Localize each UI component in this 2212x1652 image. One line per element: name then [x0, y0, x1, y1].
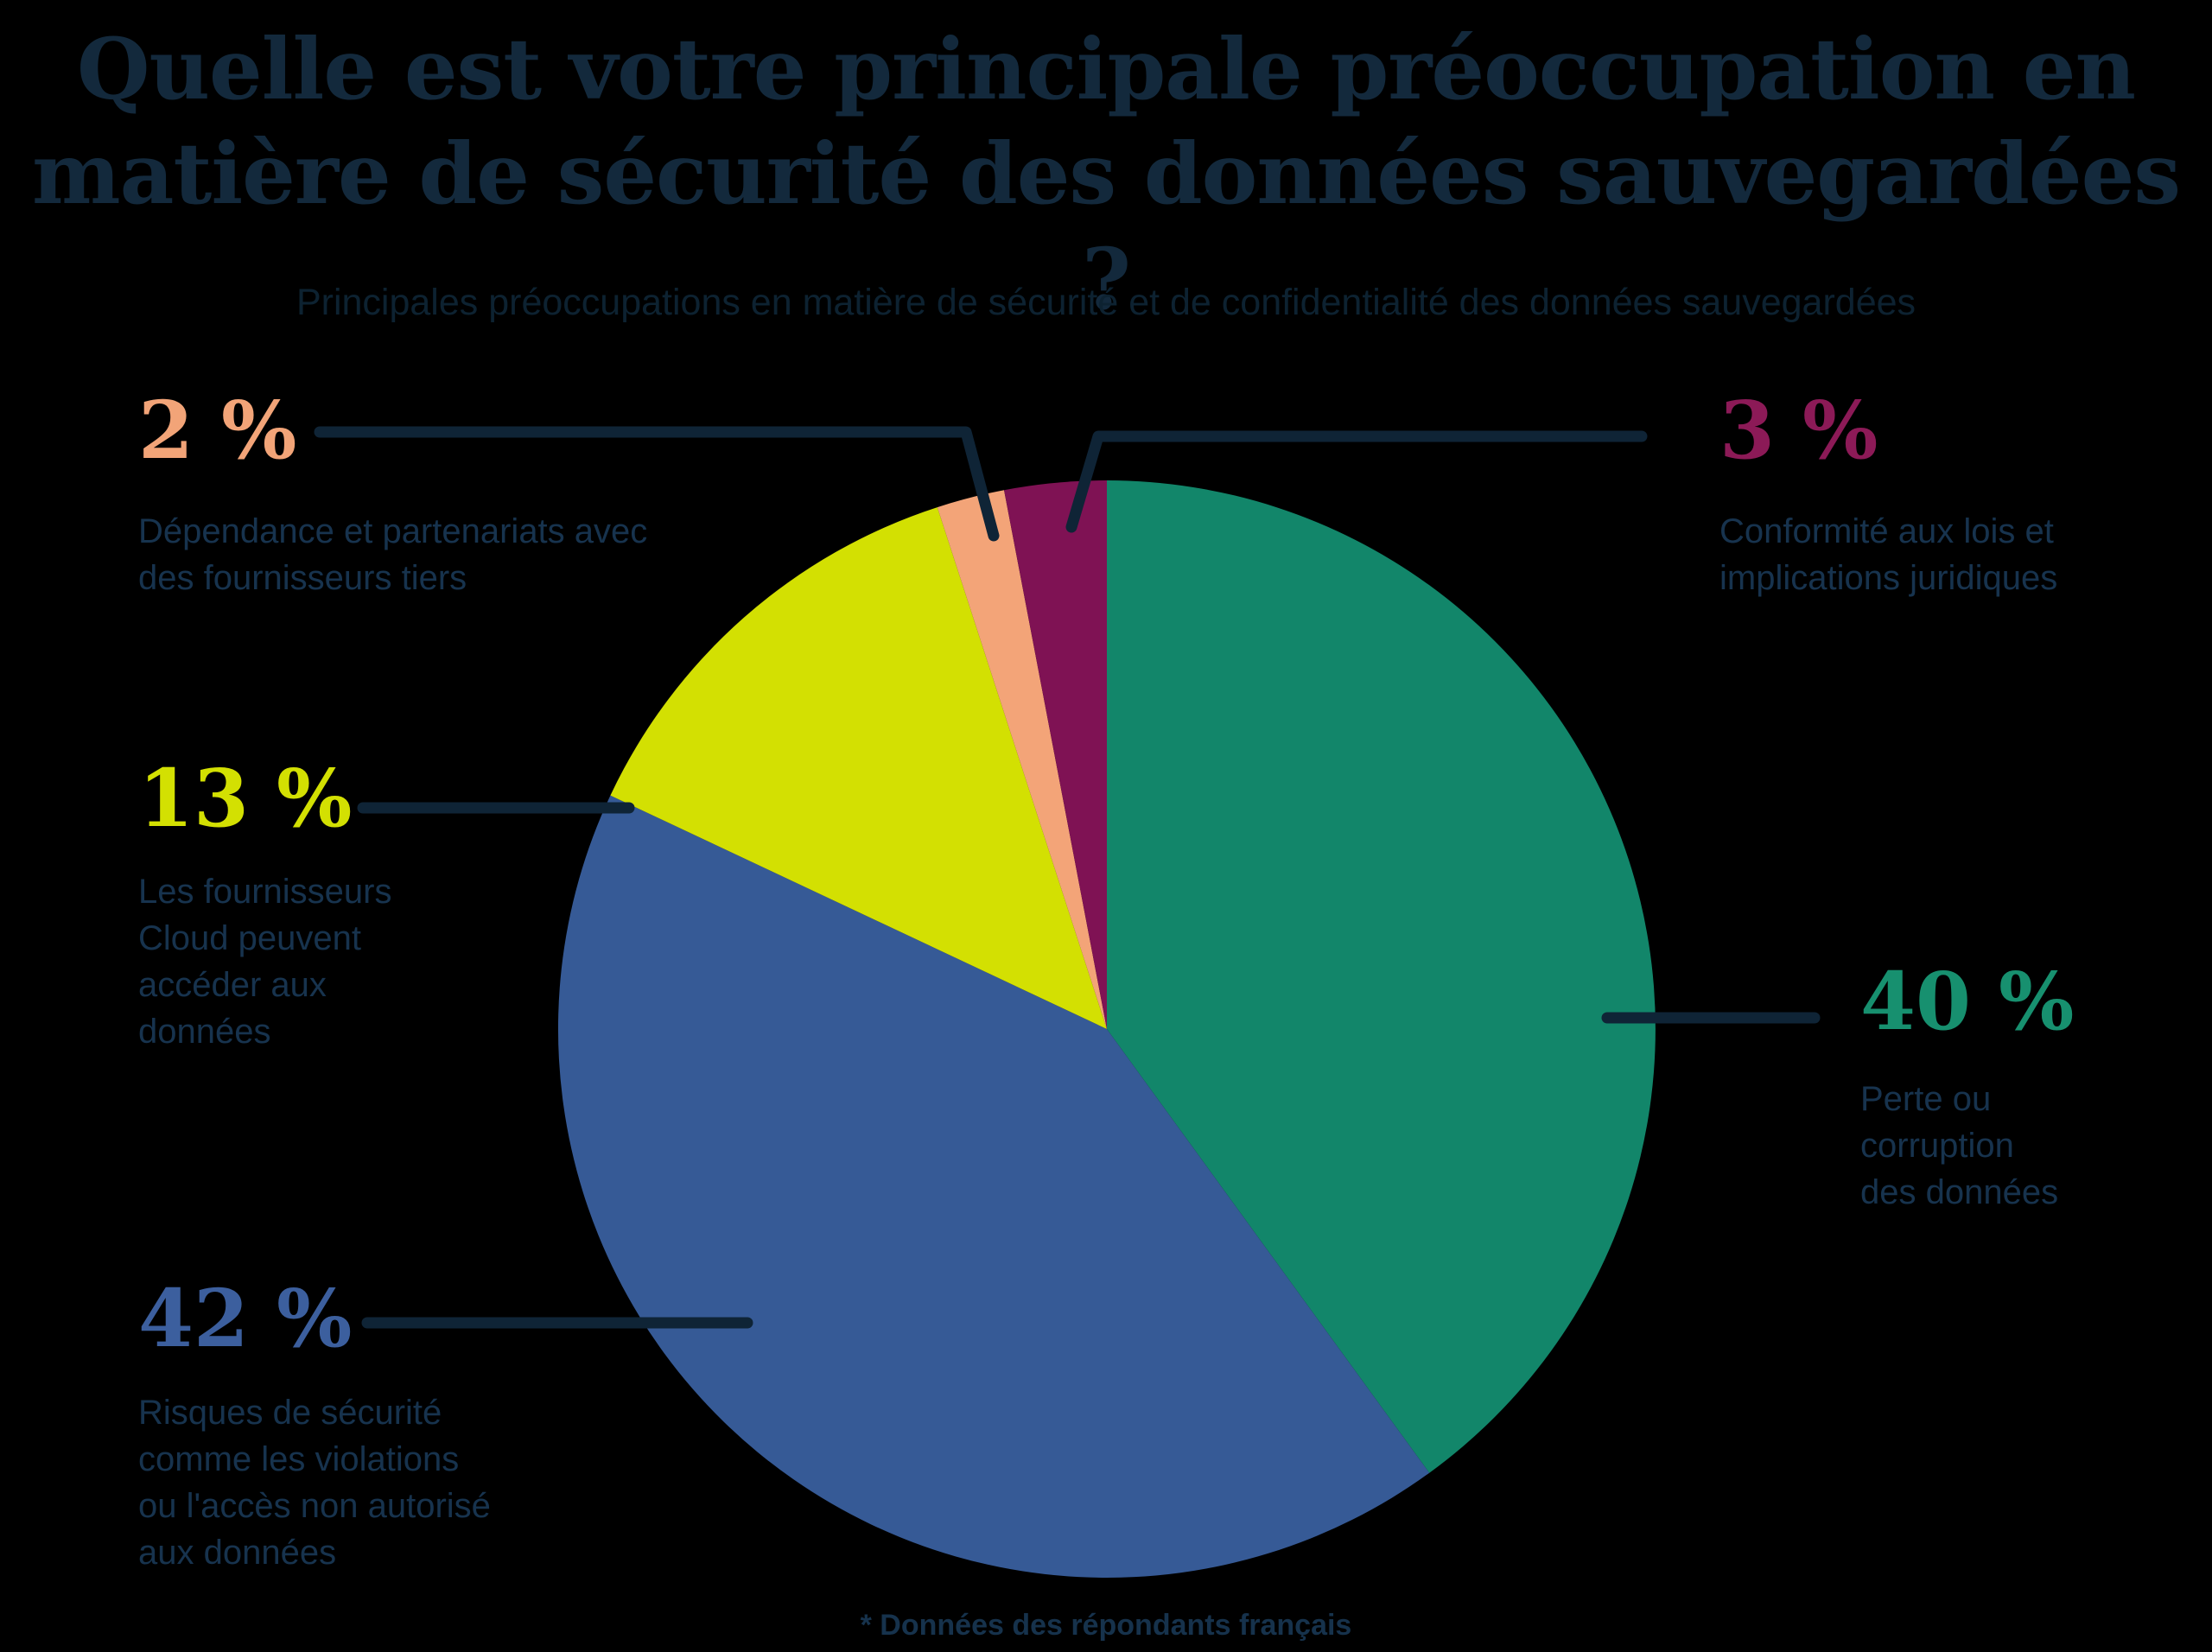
leader-lines — [314, 426, 1821, 1329]
callout-40pct-label: Perte ou corruption des données — [1860, 1080, 2059, 1211]
callout-13pct-label: Les fournisseurs Cloud peuvent accéder a… — [138, 873, 392, 1051]
page-title: Quelle est votre principale préoccupatio… — [32, 20, 2181, 328]
pie-slice-dependance — [937, 490, 1107, 1029]
callout-13pct-value: 13 % — [138, 752, 353, 845]
callout-42pct-label: Risques de sécurité comme les violations… — [138, 1394, 491, 1572]
pie-slice-perte — [1107, 480, 1656, 1473]
leader-line-2pct — [314, 426, 1000, 542]
callout-2pct-value: 2 % — [138, 384, 297, 477]
leader-line-3pct — [1065, 430, 1648, 533]
callout-42pct-value: 42 % — [138, 1272, 353, 1365]
pie-slice-risques — [557, 795, 1430, 1578]
pie-slices — [557, 480, 1656, 1578]
chart-footnote: * Données des répondants français — [860, 1609, 1352, 1642]
callout-3pct-label: Conformité aux lois et implications juri… — [1719, 512, 2058, 597]
callout-3pct-value: 3 % — [1719, 384, 1878, 477]
pie-slice-conformite — [1004, 480, 1107, 1029]
callout-40pct-value: 40 % — [1860, 955, 2075, 1048]
chart-subtitle: Principales préoccupations en matière de… — [296, 282, 1916, 323]
pie-slice-fournisseurs — [610, 507, 1107, 1029]
callout-2pct-label: Dépendance et partenariats avec des four… — [138, 512, 648, 597]
